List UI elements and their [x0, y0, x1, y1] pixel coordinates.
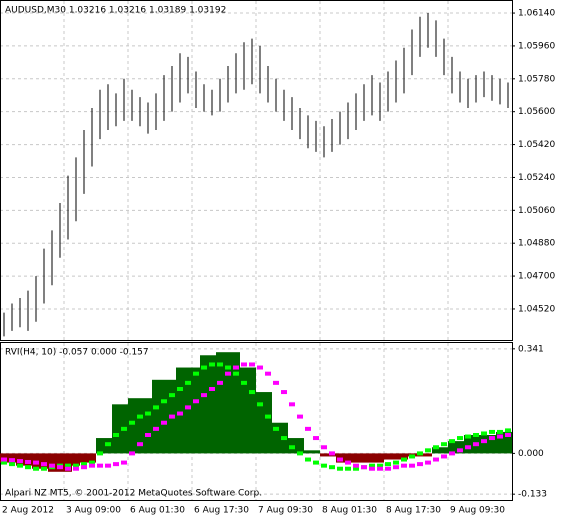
rvi-bar [64, 453, 72, 472]
rvi-bar [368, 453, 376, 463]
rvi-bar [456, 441, 464, 454]
rvi-bar [248, 367, 256, 454]
rvi-bar [128, 398, 136, 454]
y-tick-label: 1.05060 [518, 206, 555, 216]
rvi-bar [448, 441, 456, 454]
rvi-bar [24, 453, 32, 466]
rvi-bar [480, 434, 488, 454]
rvi-bar [72, 453, 80, 466]
rvi-bar [48, 453, 56, 472]
rvi-bar [88, 453, 96, 463]
rvi-bar [264, 392, 272, 454]
x-tick-label: 9 Aug 09:30 [450, 506, 505, 516]
rvi-bar [80, 453, 88, 463]
rvi-bar [184, 367, 192, 454]
x-tick-label: 3 Aug 09:00 [66, 506, 121, 516]
x-tick-label: 6 Aug 01:30 [130, 506, 185, 516]
rvi-bar [216, 352, 224, 454]
rvi-bar [424, 453, 432, 457]
rvi-bar [496, 431, 504, 454]
y-tick-label: 1.04880 [518, 239, 555, 249]
y-tick-label: 1.05960 [518, 41, 555, 51]
rvi-bar [488, 434, 496, 454]
rvi-bar [208, 355, 216, 454]
y-tick-label: 1.06140 [518, 9, 555, 19]
rvi-bar [160, 379, 168, 454]
rvi-bar [304, 450, 312, 454]
rvi-bar [384, 453, 392, 460]
y-tick-label: 1.05600 [518, 107, 555, 117]
rvi-bar [272, 422, 280, 454]
rvi-bar [40, 453, 48, 469]
price-frame [0, 0, 513, 341]
rvi-bar [256, 392, 264, 454]
y-tick-label: 1.05780 [518, 74, 555, 84]
footer: Alpari NZ MT5, © 2001-2012 MetaQuotes So… [5, 489, 262, 499]
y-tick-label: 1.05240 [518, 173, 555, 183]
rvi-title: RVI(H4, 10) -0.057 0.000 -0.157 [5, 348, 149, 358]
rvi-bar [200, 355, 208, 454]
y-tick-label: -0.133 [518, 490, 547, 500]
x-tick-label: 2 Aug 2012 [2, 506, 54, 516]
rvi-bar [152, 379, 160, 454]
y-tick-label: 1.04520 [518, 304, 555, 314]
rvi-bar [224, 352, 232, 454]
rvi-bar [192, 367, 200, 454]
y-tick-label: 1.05420 [518, 140, 555, 150]
rvi-bar [432, 447, 440, 454]
rvi-bar [392, 453, 400, 460]
rvi-bar [376, 453, 384, 463]
rvi-bar [504, 431, 512, 454]
rvi-bar [400, 453, 408, 460]
x-tick-label: 8 Aug 01:30 [322, 506, 377, 516]
y-tick-label: 0.000 [518, 449, 544, 459]
price-title: AUDUSD,M30 1.03216 1.03216 1.03189 1.031… [5, 6, 226, 16]
rvi-bar [320, 453, 328, 457]
rvi-bar [296, 438, 304, 454]
rvi-bar [96, 438, 104, 454]
rvi-bar [176, 367, 184, 454]
rvi-bar [56, 453, 64, 472]
rvi-frame [0, 342, 513, 501]
rvi-bar [144, 398, 152, 454]
x-tick-label: 7 Aug 09:30 [258, 506, 313, 516]
y-tick-label: 1.04700 [518, 272, 555, 282]
x-tick-label: 8 Aug 17:30 [386, 506, 441, 516]
rvi-bar [464, 434, 472, 454]
rvi-bar [312, 450, 320, 454]
rvi-bar [112, 404, 120, 454]
x-tick-label: 6 Aug 17:30 [194, 506, 249, 516]
rvi-bar [136, 398, 144, 454]
rvi-bar [232, 352, 240, 454]
rvi-bar [240, 367, 248, 454]
rvi-bar [352, 453, 360, 463]
y-tick-label: 0.341 [518, 344, 544, 354]
rvi-bar [344, 453, 352, 463]
rvi-bar [440, 447, 448, 454]
rvi-bar [360, 453, 368, 463]
rvi-bar [8, 453, 16, 463]
